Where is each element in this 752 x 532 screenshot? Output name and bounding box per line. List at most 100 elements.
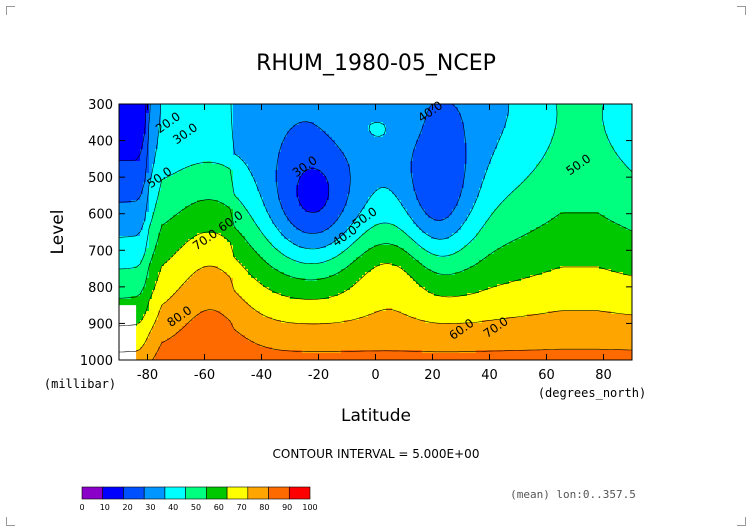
contour-cell bbox=[146, 320, 150, 324]
contour-cell bbox=[281, 113, 285, 117]
contour-cell bbox=[203, 290, 207, 294]
contour-cell bbox=[245, 332, 249, 336]
contour-cell bbox=[260, 281, 264, 285]
contour-cell bbox=[122, 119, 126, 123]
contour-cell bbox=[251, 260, 255, 264]
contour-cell bbox=[269, 239, 273, 243]
contour-cell bbox=[203, 215, 207, 219]
contour-cell bbox=[197, 224, 201, 228]
contour-cell bbox=[284, 248, 288, 252]
contour-cell bbox=[221, 113, 225, 117]
contour-cell bbox=[239, 161, 243, 165]
contour-cell bbox=[161, 296, 165, 300]
contour-cell bbox=[254, 329, 258, 333]
contour-cell bbox=[248, 266, 252, 270]
contour-cell bbox=[179, 353, 183, 357]
contour-cell bbox=[143, 263, 147, 267]
contour-cell bbox=[230, 209, 234, 213]
contour-cell bbox=[197, 347, 201, 351]
contour-cell bbox=[143, 206, 147, 210]
contour-cell bbox=[254, 215, 258, 219]
contour-cell bbox=[263, 344, 267, 348]
contour-cell bbox=[194, 203, 198, 207]
contour-cell bbox=[161, 209, 165, 213]
contour-cell bbox=[167, 203, 171, 207]
contour-cell bbox=[137, 167, 141, 171]
contour-cell bbox=[200, 236, 204, 240]
contour-cell bbox=[251, 311, 255, 315]
contour-cell bbox=[134, 260, 138, 264]
contour-cell bbox=[254, 275, 258, 279]
contour-cell bbox=[176, 215, 180, 219]
contour-cell bbox=[194, 182, 198, 186]
contour-cell bbox=[290, 242, 294, 246]
contour-cell bbox=[278, 206, 282, 210]
contour-cell bbox=[284, 284, 288, 288]
contour-cell bbox=[203, 263, 207, 267]
contour-cell bbox=[272, 170, 276, 174]
contour-cell bbox=[254, 305, 258, 309]
contour-cell bbox=[254, 200, 258, 204]
contour-cell bbox=[290, 263, 294, 267]
contour-cell bbox=[128, 254, 132, 258]
contour-cell bbox=[212, 341, 216, 345]
contour-cell bbox=[194, 185, 198, 189]
contour-cell bbox=[263, 215, 267, 219]
contour-cell bbox=[269, 266, 273, 270]
contour-cell bbox=[245, 308, 249, 312]
contour-cell bbox=[275, 119, 279, 123]
contour-cell bbox=[164, 104, 168, 108]
contour-cell bbox=[158, 146, 162, 150]
contour-cell bbox=[242, 260, 246, 264]
contour-cell bbox=[257, 194, 261, 198]
contour-cell bbox=[257, 323, 261, 327]
contour-cell bbox=[230, 137, 234, 141]
contour-cell bbox=[206, 152, 210, 156]
contour-cell bbox=[239, 320, 243, 324]
contour-cell bbox=[281, 296, 285, 300]
contour-cell bbox=[257, 179, 261, 183]
contour-cell bbox=[284, 230, 288, 234]
contour-cell bbox=[245, 191, 249, 195]
contour-cell bbox=[209, 311, 213, 315]
contour-cell bbox=[149, 239, 153, 243]
contour-cell bbox=[200, 107, 204, 111]
contour-cell bbox=[125, 197, 129, 201]
contour-cell bbox=[230, 155, 234, 159]
contour-cell bbox=[146, 215, 150, 219]
contour-cell bbox=[239, 329, 243, 333]
contour-cell bbox=[239, 299, 243, 303]
contour-cell bbox=[194, 344, 198, 348]
contour-cell bbox=[182, 233, 186, 237]
contour-cell bbox=[134, 146, 138, 150]
contour-cell bbox=[236, 320, 240, 324]
contour-cell bbox=[194, 158, 198, 162]
contour-cell bbox=[143, 311, 147, 315]
contour-cell bbox=[272, 176, 276, 180]
contour-cell bbox=[137, 257, 141, 261]
contour-cell bbox=[284, 332, 288, 336]
contour-cell bbox=[278, 305, 282, 309]
contour-cell bbox=[293, 104, 297, 108]
contour-cell bbox=[149, 257, 153, 261]
contour-cell bbox=[275, 275, 279, 279]
contour-cell bbox=[131, 227, 135, 231]
contour-cell bbox=[152, 188, 156, 192]
contour-cell bbox=[146, 230, 150, 234]
contour-cell bbox=[257, 134, 261, 138]
contour-cell bbox=[125, 257, 129, 261]
contour-cell bbox=[194, 212, 198, 216]
contour-cell bbox=[278, 158, 282, 162]
contour-cell bbox=[134, 248, 138, 252]
contour-cell bbox=[269, 275, 273, 279]
contour-cell bbox=[152, 317, 156, 321]
contour-cell bbox=[131, 191, 135, 195]
contour-cell bbox=[176, 278, 180, 282]
contour-cell bbox=[173, 323, 177, 327]
contour-cell bbox=[203, 284, 207, 288]
contour-cell bbox=[260, 248, 264, 252]
contour-cell bbox=[200, 347, 204, 351]
contour-cell bbox=[176, 275, 180, 279]
contour-cell bbox=[257, 218, 261, 222]
contour-cell bbox=[170, 245, 174, 249]
